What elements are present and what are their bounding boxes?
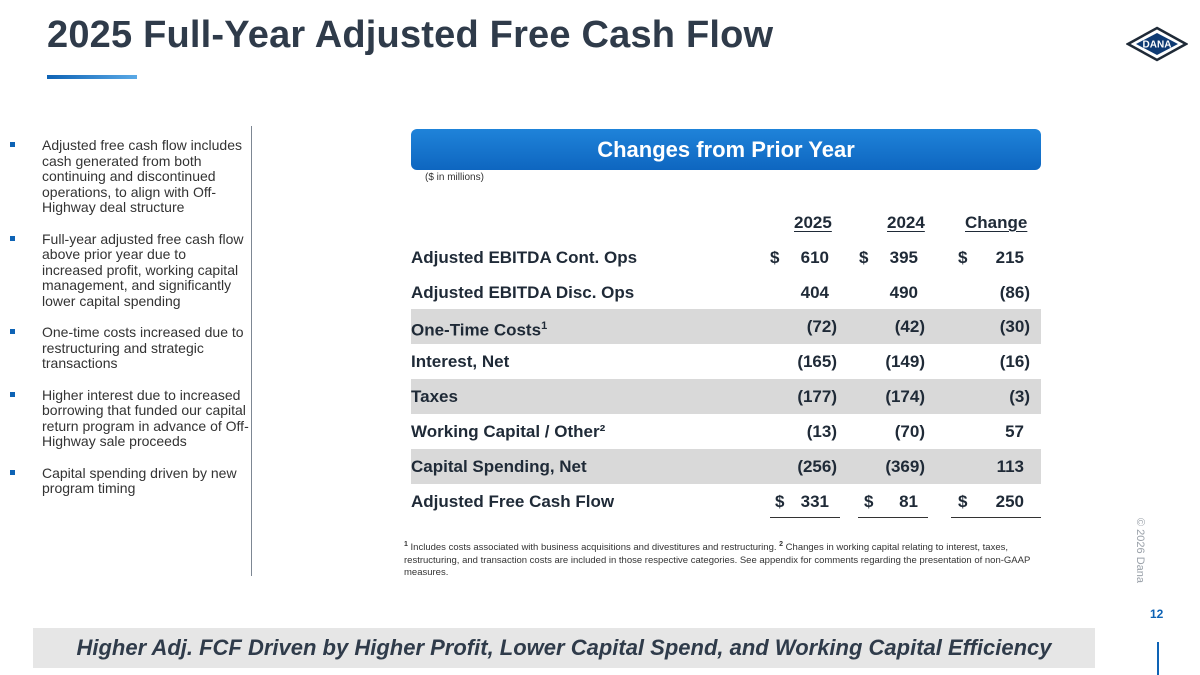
currency-symbol: $ <box>958 248 968 267</box>
bullet-item: Adjusted free cash flow includes cash ge… <box>10 137 250 216</box>
table-row: Capital Spending, Net (256) (369) 113 <box>411 449 1041 484</box>
value-2025: (13) <box>806 422 837 441</box>
currency-symbol: $ <box>958 492 968 511</box>
value-2025: (165) <box>797 352 837 371</box>
value-2025: 331 <box>800 492 829 511</box>
row-label: Capital Spending, Net <box>411 457 587 476</box>
row-label: Adjusted EBITDA Cont. Ops <box>411 248 638 267</box>
table-header-banner: Changes from Prior Year <box>411 129 1041 170</box>
bullet-text: Adjusted free cash flow includes cash ge… <box>42 137 242 215</box>
bullet-text: Full-year adjusted free cash flow above … <box>42 230 244 309</box>
value-change: 215 <box>995 248 1024 267</box>
footnote-marker: 1 <box>541 320 548 332</box>
copyright-text: © 2026 Dana <box>1134 518 1146 583</box>
takeaway-banner: Higher Adj. FCF Driven by Higher Profit,… <box>33 628 1095 668</box>
value-change: (30) <box>999 317 1030 336</box>
table-row: Adjusted EBITDA Cont. Ops $ 610 $ 395 $ … <box>411 240 1041 275</box>
value-change: (3) <box>1009 387 1030 406</box>
value-change: 113 <box>996 457 1024 476</box>
value-2024: 81 <box>899 492 918 511</box>
table-row: Adjusted EBITDA Disc. Ops 404 490 (86) <box>411 275 1041 310</box>
bullet-list: Adjusted free cash flow includes cash ge… <box>10 137 250 513</box>
column-header-2025: 2025 <box>794 213 832 232</box>
dana-logo: DANA <box>1126 26 1188 62</box>
currency-symbol: $ <box>859 248 869 267</box>
bullet-marker <box>10 329 15 334</box>
units-note: ($ in millions) <box>425 172 484 183</box>
currency-symbol: $ <box>770 248 780 267</box>
column-header-change: Change <box>965 213 1028 232</box>
vertical-divider <box>251 126 252 576</box>
currency-symbol: $ <box>864 492 874 511</box>
value-change: (16) <box>999 352 1030 371</box>
value-2025: (256) <box>797 457 837 476</box>
bullet-marker <box>10 391 15 397</box>
value-2024: (149) <box>885 352 925 371</box>
total-underline-2025 <box>770 517 840 518</box>
bullet-text: Higher interest due to increased borrowi… <box>42 386 249 449</box>
value-2024: (42) <box>894 317 925 336</box>
bullet-marker <box>10 142 15 147</box>
row-label: Interest, Net <box>411 352 510 371</box>
value-2024: 395 <box>889 248 918 267</box>
row-label: One-Time Costs1 <box>411 320 548 340</box>
accent-bar <box>1157 642 1159 675</box>
page-title: 2025 Full-Year Adjusted Free Cash Flow <box>47 14 774 56</box>
row-label: Taxes <box>411 387 458 406</box>
row-label: Adjusted EBITDA Disc. Ops <box>411 283 635 302</box>
value-2024: (70) <box>894 422 925 441</box>
currency-symbol: $ <box>775 492 785 511</box>
bullet-item: Full-year adjusted free cash flow above … <box>10 230 250 310</box>
value-2025: 404 <box>800 283 829 302</box>
value-2025: 610 <box>800 248 829 267</box>
value-2025: (177) <box>797 387 837 406</box>
table-row: Interest, Net (165) (149) (16) <box>411 344 1041 379</box>
value-2024: 490 <box>889 283 918 302</box>
bullet-item: Higher interest due to increased borrowi… <box>10 386 250 450</box>
value-2024: (174) <box>885 387 925 406</box>
column-header-2024: 2024 <box>887 213 925 232</box>
logo-text: DANA <box>1143 40 1172 51</box>
table-row-total: Adjusted Free Cash Flow $ 331 $ 81 $ 250 <box>411 484 1041 519</box>
table-row: Working Capital / Other² (13) (70) 57 <box>411 414 1041 449</box>
bullet-text: One-time costs increased due to restruct… <box>42 324 244 371</box>
value-change: 57 <box>1005 422 1024 441</box>
bullet-text: Capital spending driven by new program t… <box>42 464 237 496</box>
bullet-item: One-time costs increased due to restruct… <box>10 324 250 372</box>
value-2025: (72) <box>806 317 837 336</box>
footnote: 1 Includes costs associated with busines… <box>404 541 1031 579</box>
value-2024: (369) <box>885 457 925 476</box>
row-label: Adjusted Free Cash Flow <box>411 492 615 511</box>
title-underline <box>47 75 137 79</box>
table-row: One-Time Costs1 (72) (42) (30) <box>411 309 1041 344</box>
row-label: Working Capital / Other² <box>411 422 606 441</box>
total-underline-change <box>951 517 1041 518</box>
bullet-marker <box>10 469 15 475</box>
page-number: 12 <box>1150 607 1164 621</box>
value-change: (86) <box>999 283 1030 302</box>
value-change: 250 <box>995 492 1024 511</box>
bullet-marker <box>10 235 15 241</box>
table-row: Taxes (177) (174) (3) <box>411 379 1041 414</box>
total-underline-2024 <box>858 517 928 518</box>
bullet-item: Capital spending driven by new program t… <box>10 464 250 497</box>
